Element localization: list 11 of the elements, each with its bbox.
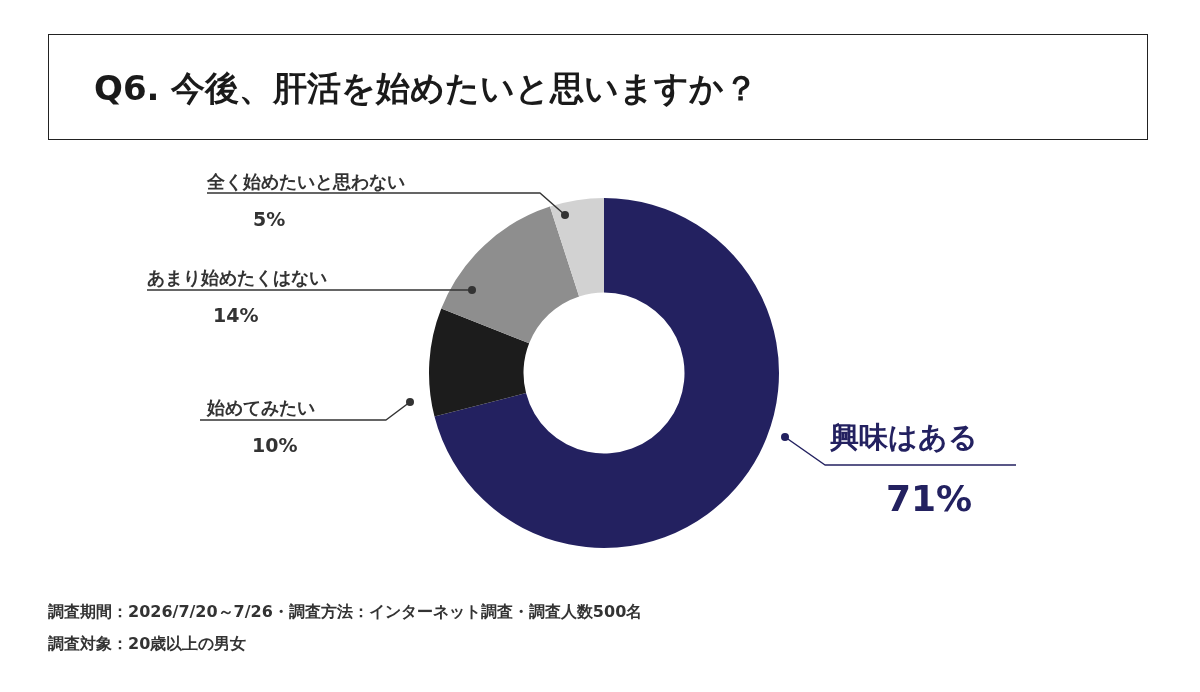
slice-label: あまり始めたくはない — [147, 266, 327, 290]
slice-label: 全く始めたいと思わない — [207, 170, 405, 194]
data-label: 14% — [213, 304, 259, 326]
data-label: 10% — [252, 434, 298, 456]
legend-label: 興味はある — [830, 419, 978, 456]
data-label: 5% — [253, 208, 286, 230]
chart-title: Q6. 今後、肝活を始めたいと思いますか？ — [94, 67, 759, 110]
slice-label: 始めてみたい — [207, 396, 315, 420]
text: 調査対象：20歳以上の男女 — [48, 634, 247, 655]
text: 調査期間：2026/7/20～7/26・調査方法：インターネット調査・調査人数500名 — [48, 602, 643, 623]
data-label: 71% — [886, 478, 973, 519]
